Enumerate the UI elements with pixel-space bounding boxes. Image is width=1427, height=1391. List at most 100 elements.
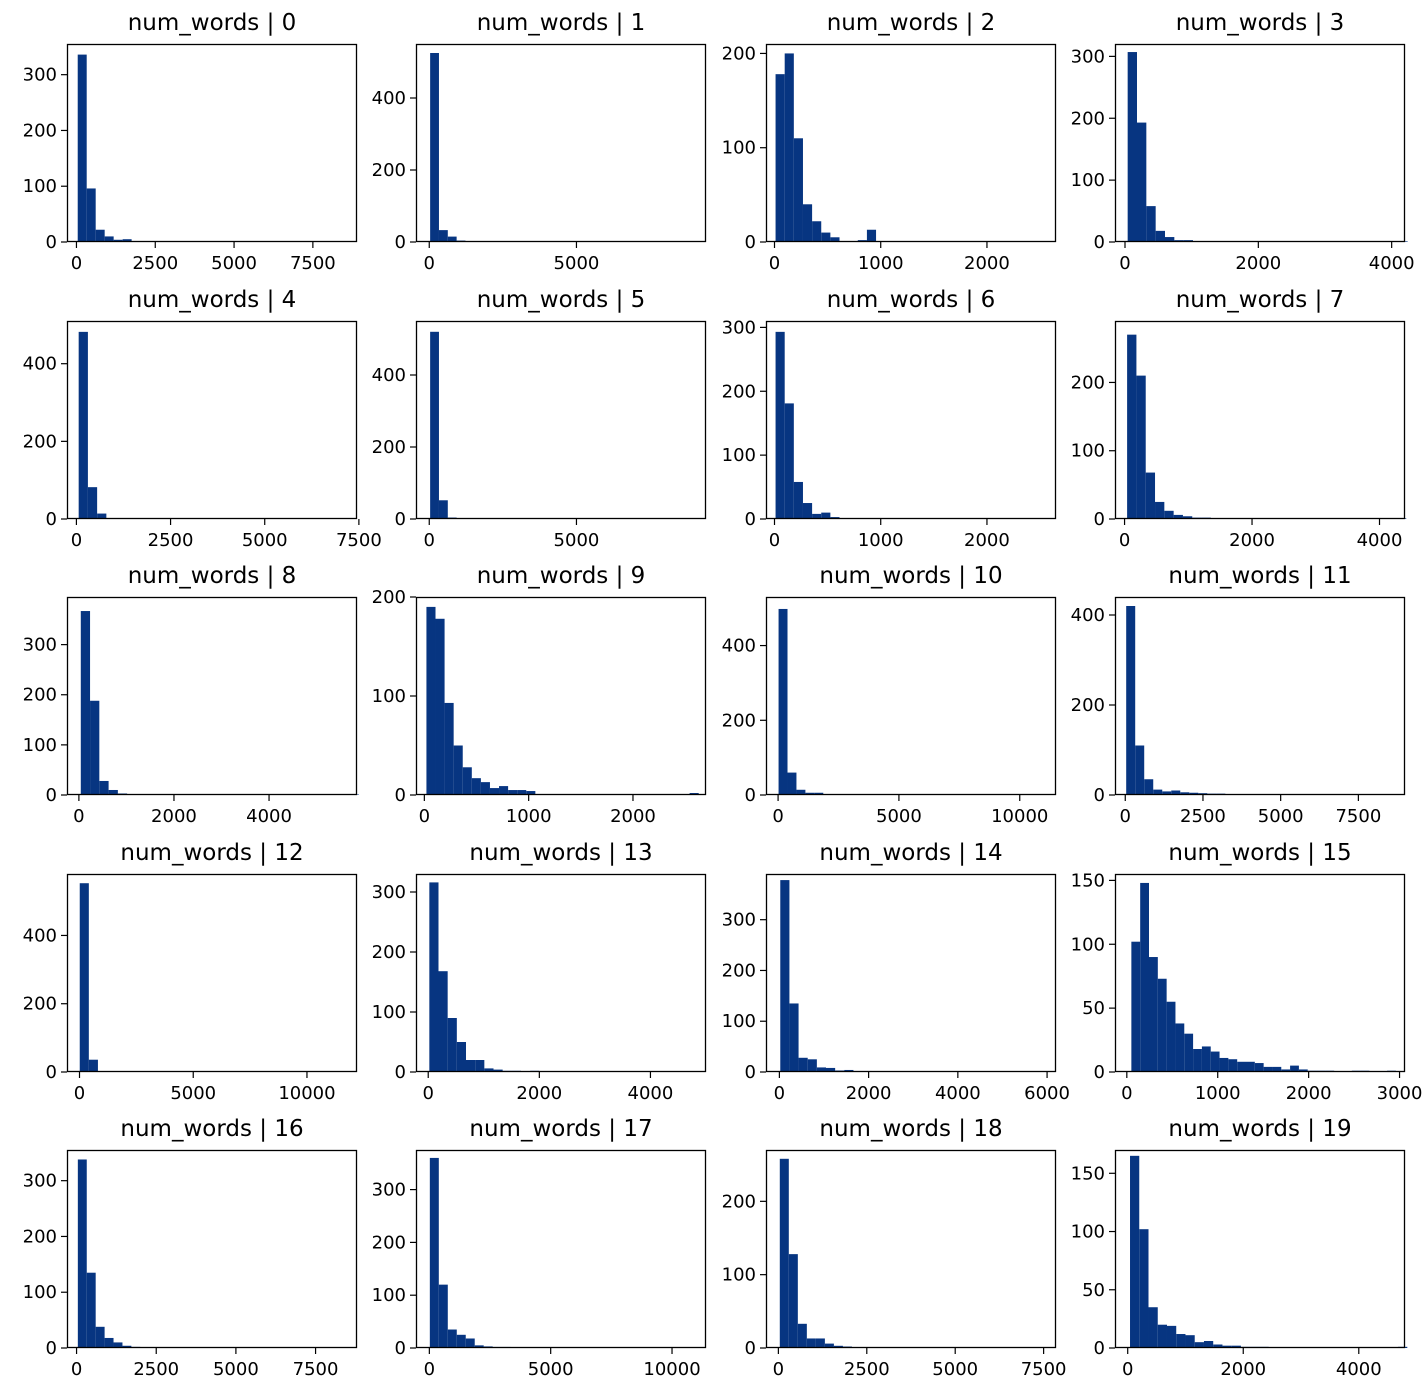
histogram-bar: [79, 883, 89, 1072]
x-tick-label: 2500: [1180, 806, 1226, 827]
histogram-bar: [1127, 52, 1137, 243]
histogram-panel: num_words | 16 0 100 200 300 0 2500 5000 7500: [23, 1116, 358, 1380]
histogram-bar: [77, 1159, 87, 1348]
y-tick-label: 100: [722, 445, 756, 466]
y-tick-label: 300: [23, 1171, 57, 1192]
y-tick-label: 200: [722, 1191, 756, 1212]
axes-frame: [66, 873, 358, 1073]
x-tick-label: 5000: [1258, 806, 1304, 827]
y-tick-label: 0: [395, 785, 406, 806]
histogram-bar: [426, 606, 436, 795]
histogram-panel: num_words | 5 0 200 400 0 5000: [372, 287, 707, 551]
y-tick-label: 100: [1071, 170, 1105, 191]
histogram-bar: [1131, 941, 1141, 1072]
histogram-plot: 0 200 400 0 5000: [372, 320, 707, 551]
histogram-bar: [526, 791, 536, 795]
x-tick-label: 0: [1122, 1359, 1133, 1380]
histogram-bar: [1263, 1066, 1273, 1072]
histogram-bar: [462, 767, 472, 795]
x-tick-label: 0: [73, 806, 84, 827]
histogram-bar: [1157, 978, 1167, 1072]
x-tick-label: 2000: [1229, 530, 1275, 551]
histogram-bar: [517, 790, 527, 795]
histogram-bar: [508, 790, 518, 795]
y-tick-label: 100: [23, 176, 57, 197]
y-tick-label: 100: [23, 1282, 57, 1303]
y-tick-label: 0: [46, 1338, 57, 1359]
histogram-panel: num_words | 19 0 50 100 150 0 2000 4000: [1071, 1116, 1408, 1380]
histogram-bar: [816, 1067, 827, 1072]
histogram-bar: [1130, 1155, 1140, 1348]
histogram-bar: [78, 331, 88, 519]
y-tick-label: 200: [372, 587, 406, 608]
panel-title: num_words | 12: [120, 840, 304, 866]
y-tick-label: 300: [722, 910, 756, 931]
x-tick-label: 5000: [554, 253, 600, 274]
axes-frame: [765, 873, 1057, 1073]
histogram-plot: 0 100 200 300 0 2000 4000: [1071, 43, 1415, 274]
y-tick-label: 200: [722, 381, 756, 402]
x-tick-label: 1000: [1195, 1083, 1241, 1104]
histogram-bar: [1162, 791, 1172, 795]
histogram-bar: [1149, 957, 1158, 1072]
histogram-panel: num_words | 6 0 100 200 300 0 1000 2000: [722, 287, 1057, 551]
histogram-bar: [113, 1342, 123, 1348]
histogram-bar: [798, 1057, 808, 1072]
x-tick-label: 4000: [1336, 1359, 1382, 1380]
histogram-bar: [812, 221, 822, 242]
histogram-bar: [797, 1323, 807, 1348]
histogram-bar: [1219, 1057, 1229, 1072]
histogram-panel: num_words | 8 0 100 200 300 0 2000 4000: [23, 563, 359, 827]
x-tick-label: 7500: [1021, 1359, 1067, 1380]
histogram-bar: [1126, 606, 1136, 795]
y-tick-label: 0: [1094, 785, 1105, 806]
x-tick-label: 5000: [170, 1083, 216, 1104]
x-tick-label: 0: [71, 253, 82, 274]
y-tick-label: 200: [23, 685, 57, 706]
histogram-bar: [104, 1337, 114, 1348]
histogram-bar: [77, 54, 87, 242]
histogram-bar: [429, 1157, 439, 1348]
y-tick-label: 400: [722, 636, 756, 657]
histogram-bar: [97, 513, 107, 519]
x-tick-label: 2000: [1286, 1083, 1332, 1104]
histogram-plot: 0 50 100 150 0 1000 2000 3000: [1071, 870, 1423, 1104]
histogram-bar: [789, 1003, 799, 1072]
y-tick-label: 0: [46, 232, 57, 253]
histogram-bar: [821, 512, 831, 519]
histogram-bar: [1182, 516, 1193, 519]
histogram-panel: num_words | 2 0 100 200 0 1000 2000: [722, 10, 1057, 274]
y-tick-label: 100: [1071, 934, 1105, 955]
histogram-bar: [1155, 230, 1165, 242]
y-tick-label: 100: [372, 1285, 406, 1306]
histogram-panel: num_words | 18 0 100 200 0 2500 5000 7500: [722, 1116, 1067, 1380]
y-tick-label: 0: [395, 232, 406, 253]
y-tick-label: 200: [372, 160, 406, 181]
histogram-bar: [99, 780, 109, 795]
y-tick-label: 300: [1071, 46, 1105, 67]
x-tick-label: 2000: [1220, 1359, 1266, 1380]
x-tick-label: 4000: [1369, 253, 1415, 274]
histogram-bar: [1203, 1341, 1214, 1348]
x-tick-label: 0: [769, 253, 780, 274]
histogram-bar: [802, 503, 813, 519]
axes-frame: [415, 596, 707, 796]
histogram-bar: [108, 789, 118, 795]
x-tick-label: 2500: [132, 253, 178, 274]
histogram-bar: [1272, 1066, 1282, 1072]
x-tick-label: 4000: [935, 1083, 981, 1104]
y-tick-label: 400: [1071, 605, 1105, 626]
histogram-panel: num_words | 9 0 100 200 0 1000 2000: [372, 563, 707, 827]
histogram-plot: 0 100 200 300 0 2000 4000: [372, 873, 707, 1104]
histogram-bar: [499, 786, 509, 795]
x-tick-label: 7500: [1335, 806, 1381, 827]
x-tick-label: 10000: [991, 806, 1048, 827]
histogram-bar: [1145, 472, 1156, 519]
histogram-bar: [1136, 375, 1146, 519]
y-tick-label: 400: [23, 925, 57, 946]
histogram-plot: 0 100 200 300 0 5000 10000: [372, 1149, 707, 1380]
x-tick-label: 0: [1119, 530, 1130, 551]
histogram-bar: [90, 700, 100, 795]
histogram-bar: [784, 53, 794, 242]
